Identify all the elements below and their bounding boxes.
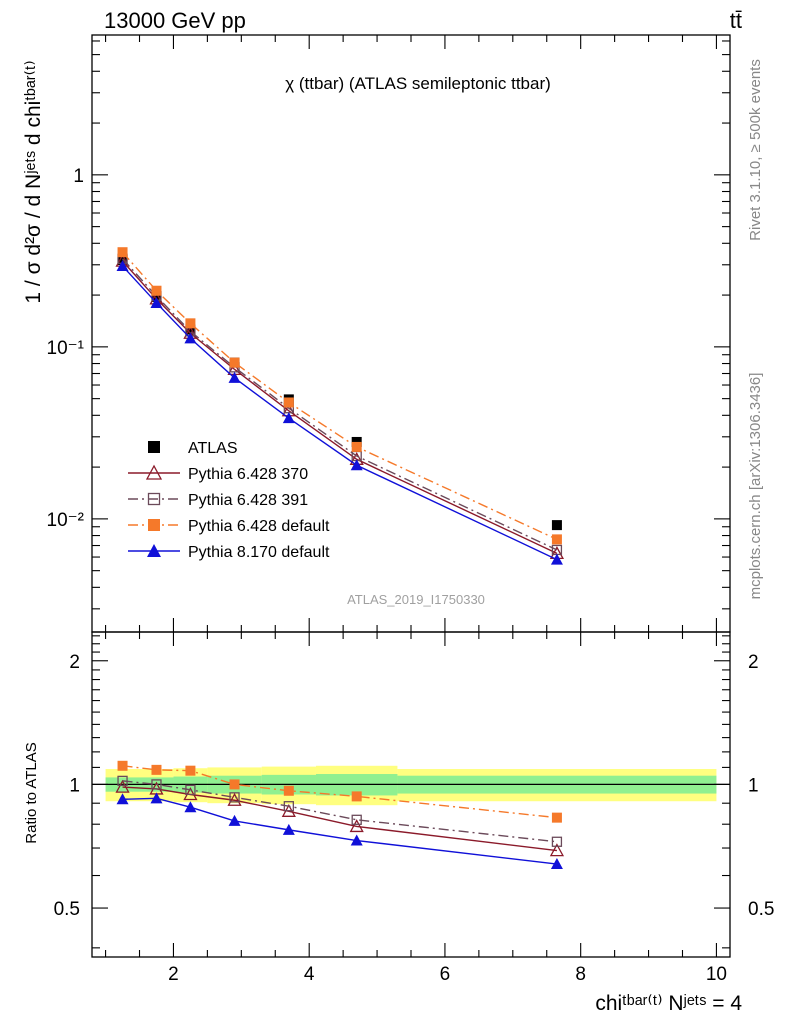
legend-entry: ATLAS [148, 440, 238, 457]
legend-label: Pythia 6.428 370 [188, 466, 308, 483]
ratio-point [185, 765, 196, 776]
ratio-point [551, 812, 562, 823]
x-tick-label: 2 [168, 964, 179, 985]
data-point [151, 285, 162, 296]
ratio-series [117, 775, 563, 847]
y-axis-label-main: 1 / σ d²σ / d Nʲᵉᵗˢ d chiᵗᵇᵃʳ⁽ᵗ⁾ [22, 60, 45, 303]
ratio-point [349, 819, 364, 833]
y-tick-label-ratio-right: 2 [748, 652, 759, 673]
ratio-point [351, 814, 362, 825]
y-tick-label-main: 1 [73, 166, 84, 187]
legend-marker [145, 464, 163, 480]
ratio-point [283, 785, 294, 796]
ratio-point [350, 834, 363, 846]
x-axis-label: chiᵗᵇᵃʳ⁽ᵗ⁾ Nʲᵉᵗˢ = 4 [595, 992, 742, 1015]
legend-label: ATLAS [188, 440, 238, 457]
ratio-point [351, 791, 362, 802]
x-tick-label: 8 [575, 964, 586, 985]
x-tick-label: 10 [706, 964, 727, 985]
main-series [117, 247, 562, 545]
series-layer [115, 247, 565, 870]
ratio-point [229, 779, 240, 790]
series-line [122, 780, 558, 843]
data-point [282, 412, 295, 424]
ratio-point [151, 779, 162, 790]
ratio-point [116, 793, 129, 805]
data-point [184, 332, 197, 344]
plot-title: χ (ttbar) (ATLAS semileptonic ttbar) [285, 74, 551, 93]
mcplots-label: mcplots.cern.ch [arXiv:1306.3436] [747, 373, 764, 600]
ratio-point [150, 792, 163, 804]
legend-entry: Pythia 6.428 391 [128, 492, 308, 509]
data-point [228, 371, 241, 383]
ratio-point [283, 801, 294, 812]
legend-entry: Pythia 6.428 default [128, 518, 330, 535]
ratio-series [117, 760, 562, 823]
legend-entry: Pythia 6.428 370 [128, 464, 308, 483]
ratio-point [117, 760, 128, 771]
ratio-point [228, 814, 241, 826]
legend: ATLAS Pythia 6.428 370 Pythia 6.428 391 Pyt… [128, 440, 330, 561]
legend-marker [148, 441, 160, 453]
main-series [117, 253, 563, 556]
data-point [351, 441, 362, 452]
data-point [350, 459, 363, 471]
series-line [122, 265, 558, 561]
data-point [283, 397, 294, 408]
analysis-label: ATLAS_2019_I1750330 [347, 592, 485, 607]
data-point [150, 296, 163, 308]
legend-marker [147, 544, 161, 557]
x-tick-label: 4 [304, 964, 315, 985]
x-tick-label: 6 [440, 964, 451, 985]
legend-label: Pythia 8.170 default [188, 544, 330, 561]
ratio-point [229, 792, 240, 803]
ratio-point [184, 801, 197, 813]
rivet-label: Rivet 3.1.10, ≥ 500k events [747, 59, 764, 241]
data-point [550, 553, 563, 565]
data-point [551, 520, 562, 531]
axis-ticks: 2 4 6 8 10 1 10⁻¹ 10⁻² 2 2 1 1 0.5 0.5 [47, 35, 774, 985]
main-series [115, 253, 565, 560]
data-point [185, 324, 196, 335]
legend-marker [148, 519, 160, 531]
data-point [116, 260, 129, 272]
y-tick-label-ratio-left: 2 [69, 652, 80, 673]
series-line [122, 258, 558, 551]
y-tick-label-main: 10⁻² [47, 510, 85, 531]
header-right: tt̄ [730, 8, 742, 33]
main-series [116, 260, 563, 565]
legend-label: Pythia 6.428 default [188, 518, 330, 535]
data-point [229, 357, 240, 368]
y-axis-label-ratio: Ratio to ATLAS [23, 742, 40, 843]
ratio-point [117, 775, 128, 787]
data-point [551, 534, 562, 545]
y-tick-label-ratio-right: 1 [748, 775, 759, 796]
header-left: 13000 GeV pp [104, 8, 246, 33]
legend-entry: Pythia 8.170 default [128, 544, 330, 561]
ratio-point [151, 764, 162, 775]
y-tick-label-main: 10⁻¹ [47, 338, 85, 359]
ratio-point [115, 779, 130, 793]
main-series [117, 254, 562, 531]
ratio-point [550, 858, 563, 870]
ratio-series [116, 792, 563, 870]
ratio-point [282, 823, 295, 835]
y-tick-label-ratio-left: 0.5 [54, 899, 80, 920]
y-tick-label-ratio-right: 0.5 [748, 899, 774, 920]
ratio-point [227, 792, 242, 806]
ratio-uncertainty-bands [105, 765, 717, 806]
data-point [185, 318, 196, 329]
legend-marker [147, 492, 161, 506]
y-tick-label-ratio-left: 1 [69, 775, 80, 796]
ratio-point [185, 784, 196, 795]
ratio-point [549, 843, 565, 857]
data-point [117, 254, 128, 265]
data-point [117, 247, 128, 258]
legend-label: Pythia 6.428 391 [188, 492, 308, 509]
ratio-point [551, 836, 563, 847]
